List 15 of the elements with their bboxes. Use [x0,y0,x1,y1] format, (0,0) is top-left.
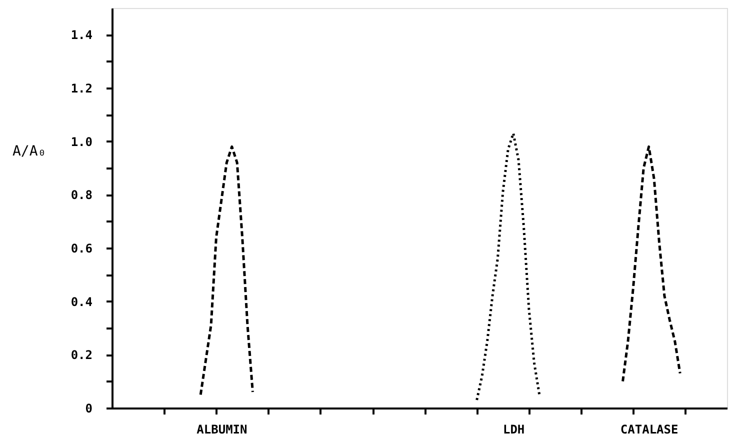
x-tick-label: ALBUMIN [196,422,248,436]
line-series [199,145,254,396]
y-tick-label: 0.4 [70,294,92,309]
x-tick-label: LDH [502,422,525,436]
y-tick-label: 1.2 [70,82,92,96]
x-tick-label: CATALASE [620,422,678,436]
y-tick-label: 0 [85,402,92,416]
line-series [476,132,541,402]
y-tick-label: 0.8 [70,188,92,202]
y-tick-label: 1.4 [70,28,92,42]
y-tick-label: 1.0 [70,134,92,149]
y-tick-label: 0.6 [70,242,92,256]
y-axis-title: A/A₀ [12,144,46,160]
y-tick-label: 0.2 [70,348,92,362]
line-series [622,145,682,383]
